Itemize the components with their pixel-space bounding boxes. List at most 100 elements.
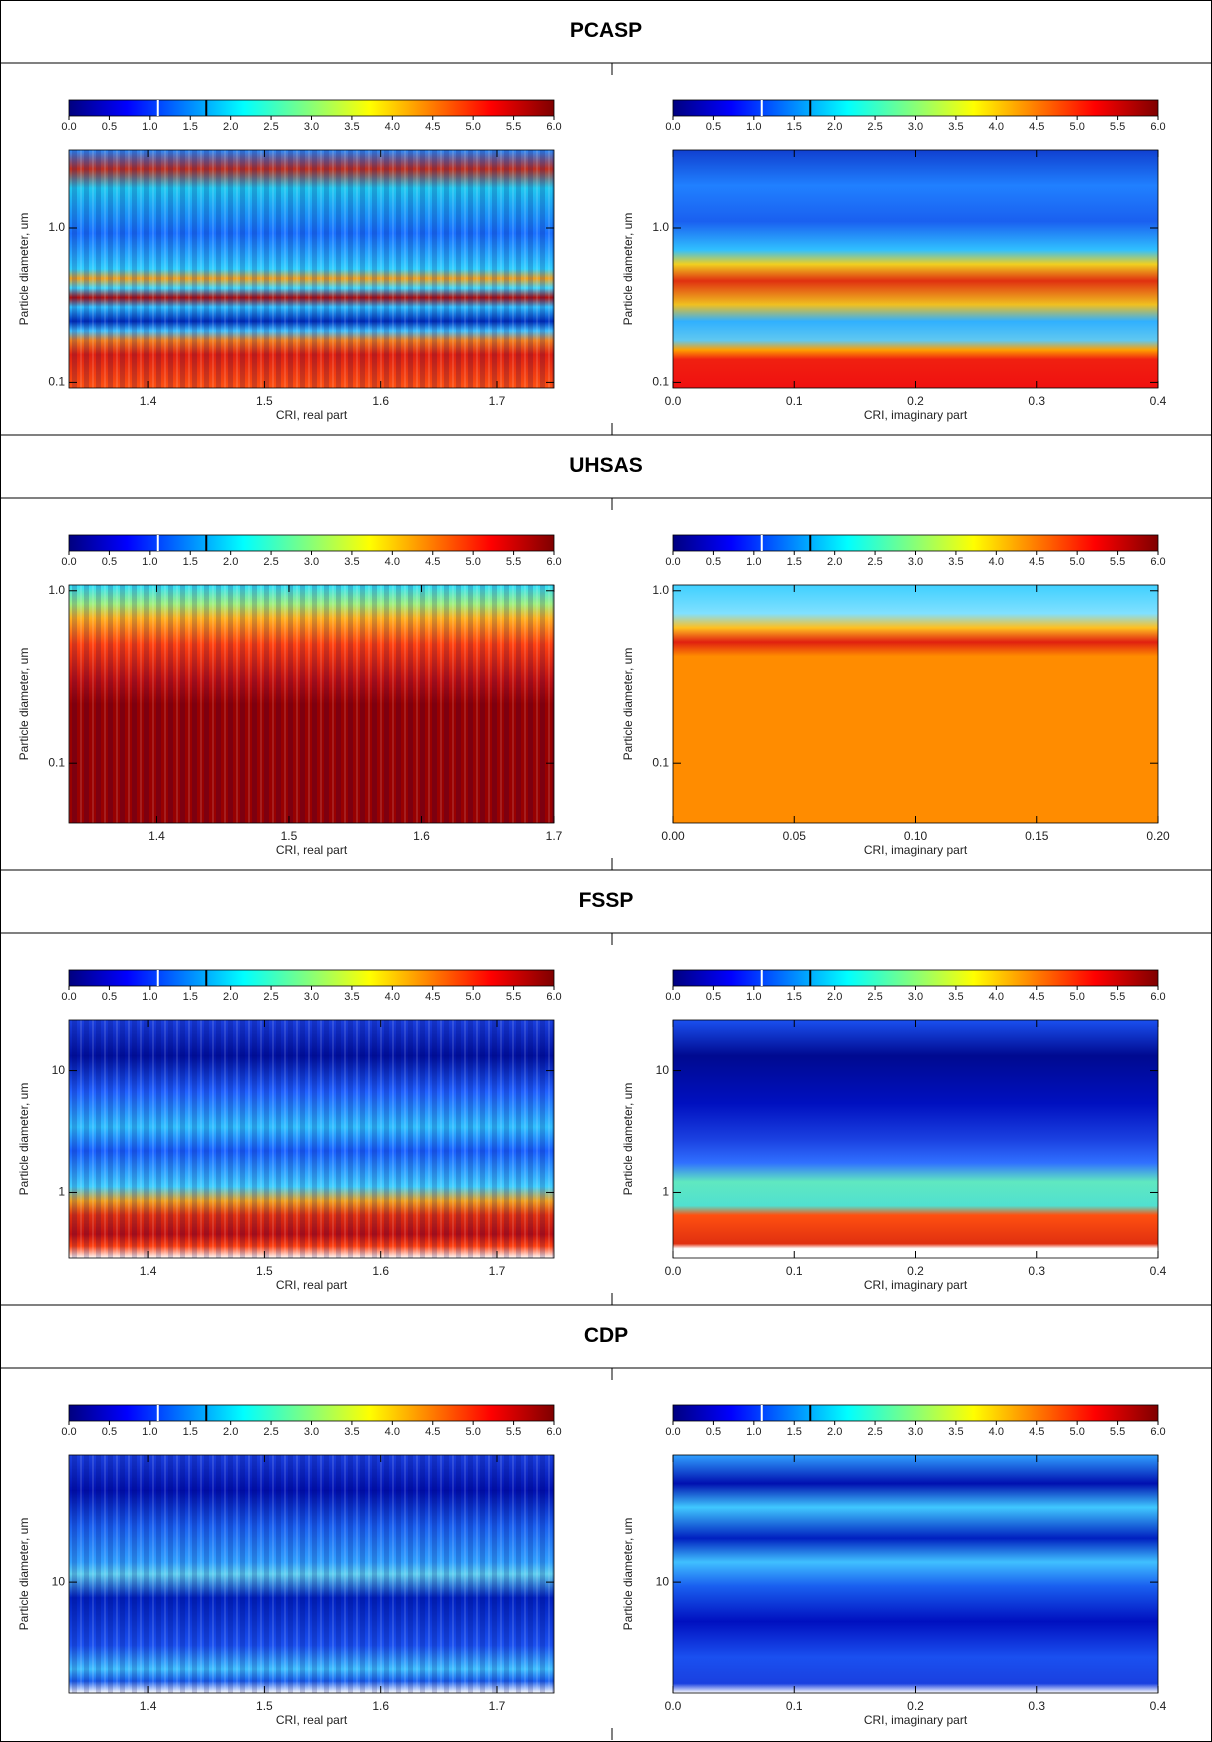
colorbar-tick-label: 3.5 (948, 991, 963, 1003)
x-tick-label: 0.2 (907, 1699, 924, 1713)
x-tick-label: 1.7 (489, 1699, 506, 1713)
x-axis-label: CRI, imaginary part (864, 1278, 968, 1292)
colorbar-tick-label: 5.0 (466, 556, 481, 568)
heatmap-texture (69, 1020, 554, 1258)
colorbar-tick-label: 4.0 (385, 121, 400, 133)
x-tick-label: 1.4 (148, 829, 165, 843)
colorbar-tick-label: 5.5 (1110, 1426, 1125, 1438)
colorbar-tick-label: 5.0 (466, 121, 481, 133)
colorbar-tick-label: 4.0 (989, 991, 1004, 1003)
colorbar-tick-label: 6.0 (1150, 991, 1165, 1003)
x-axis-label: CRI, real part (276, 408, 348, 422)
x-tick-label: 0.1 (786, 1699, 803, 1713)
y-tick-label: 10 (656, 1063, 670, 1077)
x-tick-label: 1.4 (140, 1699, 157, 1713)
x-tick-label: 0.3 (1028, 394, 1045, 408)
colorbar-tick-label: 5.5 (1110, 121, 1125, 133)
x-tick-label: 0.2 (907, 1264, 924, 1278)
section-title: FSSP (579, 889, 634, 912)
colorbar-tick-label: 3.5 (948, 121, 963, 133)
colorbar (68, 1404, 555, 1422)
colorbar-tick-label: 3.0 (304, 991, 319, 1003)
x-axis-label: CRI, real part (276, 1713, 348, 1727)
x-tick-label: 1.5 (256, 1699, 273, 1713)
colorbar-tick-label: 4.5 (425, 1426, 440, 1438)
y-axis-label: Particle diameter, um (17, 213, 31, 326)
y-axis-label: Particle diameter, um (621, 213, 635, 326)
y-tick-label: 10 (656, 1574, 670, 1588)
colorbar-tick-label: 5.5 (506, 1426, 521, 1438)
heatmap (673, 1455, 1158, 1693)
colorbar-tick-label: 1.0 (142, 991, 157, 1003)
colorbar-tick-label: 6.0 (1150, 1426, 1165, 1438)
y-tick-label: 1.0 (652, 220, 669, 234)
colorbar-tick-label: 4.0 (989, 121, 1004, 133)
colorbar-tick-label: 3.0 (908, 1426, 923, 1438)
x-axis-label: CRI, imaginary part (864, 408, 968, 422)
colorbar-tick-label: 0.0 (61, 556, 76, 568)
y-tick-label: 1 (58, 1185, 65, 1199)
colorbar-tick-label: 4.0 (385, 556, 400, 568)
x-tick-label: 0.10 (904, 829, 928, 843)
x-tick-label: 0.3 (1028, 1264, 1045, 1278)
colorbar-tick-label: 6.0 (546, 991, 561, 1003)
section-title: UHSAS (569, 454, 643, 477)
plot-frame (68, 1454, 555, 1694)
x-tick-label: 1.4 (140, 1264, 157, 1278)
colorbar-tick-label: 3.0 (304, 121, 319, 133)
x-tick-label: 1.6 (413, 829, 430, 843)
plot-frame (68, 584, 555, 824)
colorbar (672, 534, 1159, 552)
colorbar-tick-label: 1.5 (183, 556, 198, 568)
y-axis-label: Particle diameter, um (621, 648, 635, 761)
x-tick-label: 0.05 (783, 829, 807, 843)
colorbar-tick-label: 6.0 (546, 121, 561, 133)
colorbar-tick-label: 6.0 (546, 1426, 561, 1438)
x-tick-label: 0.00 (661, 829, 685, 843)
colorbar-tick-label: 2.0 (827, 991, 842, 1003)
x-tick-label: 1.7 (546, 829, 563, 843)
y-tick-label: 1.0 (48, 583, 65, 597)
colorbar-tick-label: 1.5 (183, 991, 198, 1003)
section-title: CDP (584, 1324, 628, 1347)
colorbar-tick-label: 0.0 (665, 991, 680, 1003)
colorbar-tick-label: 3.0 (908, 121, 923, 133)
colorbar-tick-label: 4.5 (425, 991, 440, 1003)
colorbar-tick-label: 2.5 (867, 1426, 882, 1438)
x-tick-label: 0.0 (665, 1699, 682, 1713)
x-tick-label: 1.6 (372, 1264, 389, 1278)
colorbar-tick-label: 1.0 (746, 991, 761, 1003)
colorbar-tick-label: 4.5 (1029, 556, 1044, 568)
x-tick-label: 1.7 (489, 1264, 506, 1278)
colorbar-tick-label: 3.5 (344, 991, 359, 1003)
colorbar-tick-label: 5.5 (506, 556, 521, 568)
colorbar-tick-label: 4.0 (385, 991, 400, 1003)
colorbar-tick-label: 5.0 (1070, 556, 1085, 568)
x-tick-label: 0.20 (1146, 829, 1170, 843)
x-tick-label: 0.1 (786, 1264, 803, 1278)
colorbar-tick-label: 5.0 (466, 1426, 481, 1438)
x-tick-label: 1.5 (256, 1264, 273, 1278)
colorbar-tick-label: 2.5 (263, 556, 278, 568)
colorbar-tick-label: 0.5 (706, 1426, 721, 1438)
colorbar-tick-label: 1.5 (183, 121, 198, 133)
colorbar-tick-label: 5.5 (1110, 556, 1125, 568)
y-tick-label: 0.1 (652, 375, 669, 389)
colorbar-tick-label: 1.5 (787, 556, 802, 568)
colorbar-tick-label: 5.5 (506, 121, 521, 133)
colorbar-tick-label: 4.0 (989, 556, 1004, 568)
colorbar (68, 534, 555, 552)
colorbar-tick-label: 3.5 (948, 1426, 963, 1438)
heatmap (673, 1020, 1158, 1258)
y-axis-label: Particle diameter, um (621, 1083, 635, 1196)
colorbar-tick-label: 1.0 (746, 556, 761, 568)
colorbar-tick-label: 6.0 (1150, 556, 1165, 568)
y-tick-label: 0.1 (48, 755, 65, 769)
y-axis-label: Particle diameter, um (17, 1083, 31, 1196)
y-tick-label: 1.0 (48, 220, 65, 234)
colorbar-tick-label: 3.0 (908, 991, 923, 1003)
colorbar (68, 969, 555, 987)
x-axis-label: CRI, real part (276, 1278, 348, 1292)
colorbar-tick-label: 5.0 (466, 991, 481, 1003)
y-axis-label: Particle diameter, um (621, 1518, 635, 1631)
